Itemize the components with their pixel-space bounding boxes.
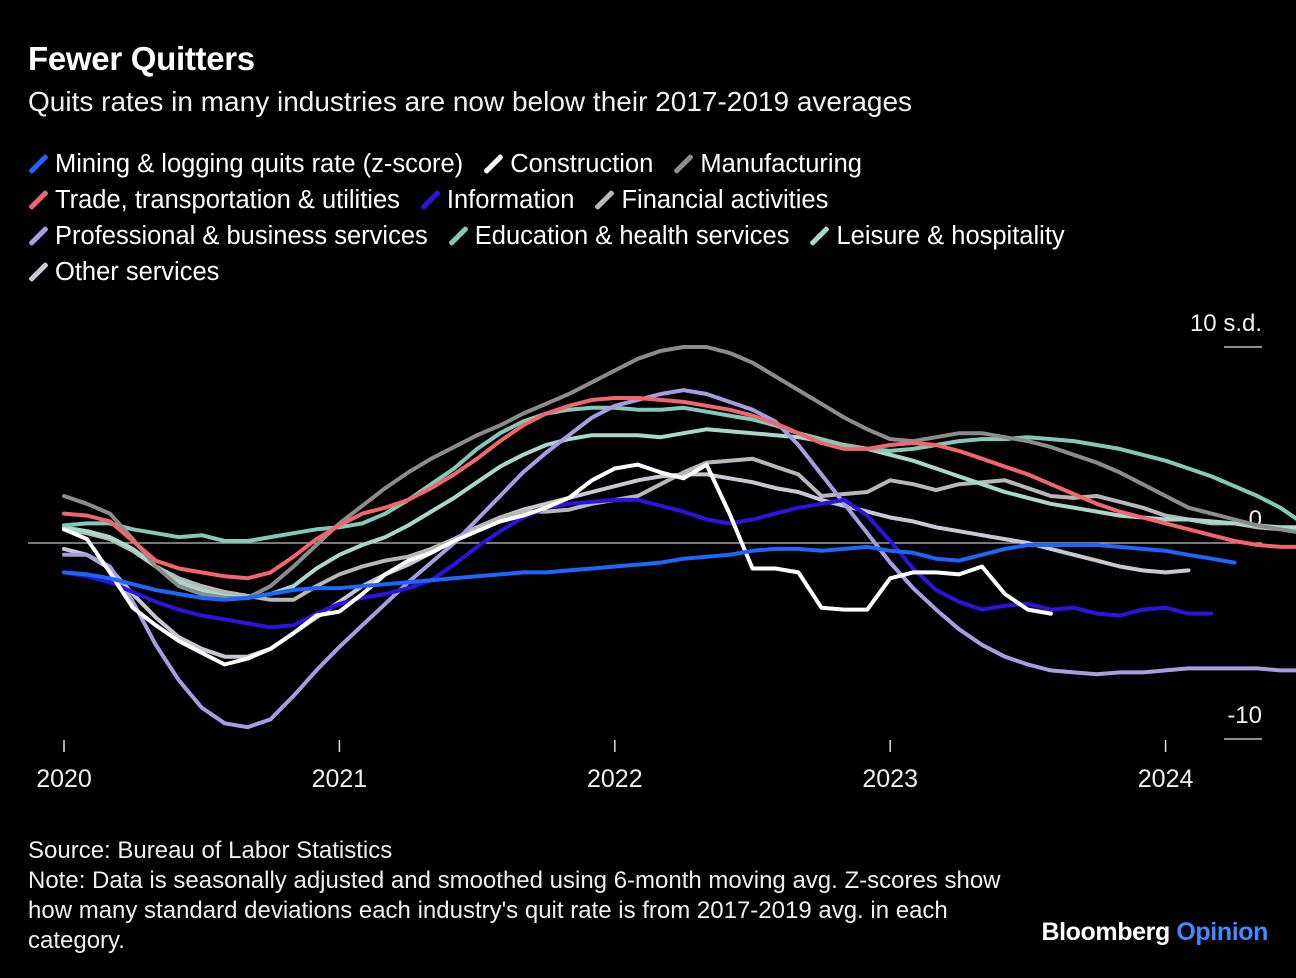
legend-item: Professional & business services	[28, 218, 428, 254]
legend-label: Financial activities	[621, 186, 829, 214]
brand-opinion: Opinion	[1176, 918, 1268, 946]
legend-label: Professional & business services	[55, 222, 428, 250]
chart-footer: Source: Bureau of Labor Statistics Note:…	[28, 836, 1018, 956]
series-line	[62, 456, 1296, 602]
legend-label: Education & health services	[474, 222, 790, 250]
legend-item: Financial activities	[594, 182, 828, 218]
series-line	[62, 462, 1053, 667]
legend-item: Construction	[483, 146, 653, 182]
legend-item: Leisure & hospitality	[809, 218, 1065, 254]
series-line	[62, 427, 1296, 600]
chart-subtitle: Quits rates in many industries are now b…	[28, 86, 913, 117]
series-line	[62, 396, 1296, 581]
x-tick-label: 2023	[862, 765, 918, 793]
legend-item: Information	[420, 182, 575, 218]
x-tick-label: 2020	[36, 765, 92, 793]
legend-label: Leisure & hospitality	[836, 222, 1065, 250]
chart-title: Fewer Quitters	[28, 40, 255, 77]
y-tick-label: 10 s.d.	[1190, 310, 1262, 337]
series-line	[62, 543, 1237, 602]
legend-item: Mining & logging quits rate (z-score)	[28, 146, 463, 182]
chart-legend: Mining & logging quits rate (z-score) Con…	[28, 146, 1268, 290]
x-tick-label: 2021	[312, 765, 368, 793]
legend-label: Construction	[510, 150, 654, 178]
methodology-note: Note: Data is seasonally adjusted and sm…	[28, 867, 1001, 954]
legend-label: Trade, transportation & utilities	[55, 186, 400, 214]
legend-item: Education & health services	[448, 218, 790, 254]
legend-label: Other services	[55, 258, 220, 286]
y-tick-label: -10	[1227, 702, 1262, 729]
legend-label: Information	[446, 186, 575, 214]
series-line	[62, 405, 1296, 543]
legend-label: Mining & logging quits rate (z-score)	[55, 150, 464, 178]
source-note: Source: Bureau of Labor Statistics	[28, 837, 393, 864]
bloomberg-opinion-logo: Bloomberg Opinion	[1041, 918, 1268, 947]
x-tick-label: 2022	[587, 765, 643, 793]
legend-item: Other services	[28, 254, 219, 290]
legend-item: Manufacturing	[673, 146, 862, 182]
series-line	[62, 345, 1296, 600]
brand-bloomberg: Bloomberg	[1041, 918, 1170, 946]
x-tick-label: 2024	[1138, 765, 1194, 793]
legend-item: Trade, transportation & utilities	[28, 182, 400, 218]
series-line	[62, 388, 1296, 730]
legend-label: Manufacturing	[700, 150, 862, 178]
